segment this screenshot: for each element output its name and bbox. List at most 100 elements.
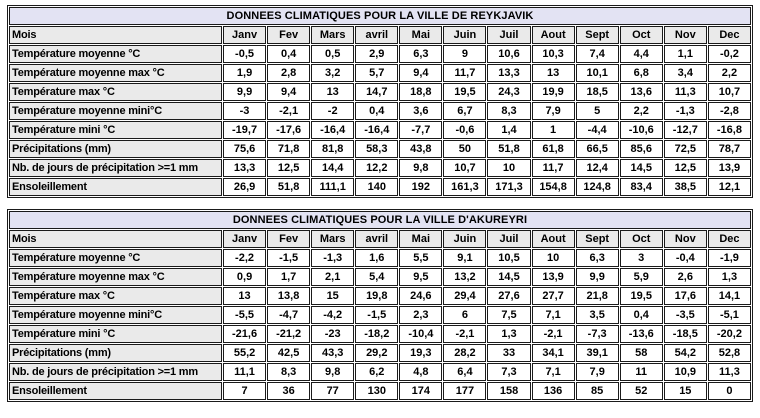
value-cell: 140 xyxy=(355,178,399,196)
row-label-cell: Température moyenne max °C xyxy=(9,268,222,286)
value-cell: 39,1 xyxy=(575,344,619,362)
value-cell: -12,7 xyxy=(663,121,707,139)
months-column-header: Mois xyxy=(9,230,222,248)
row-label-cell: Température moyenne °C xyxy=(9,249,222,267)
table-row: Température moyenne mini°C -3 -2,1 -2 0,4 3,6… xyxy=(9,102,751,120)
value-cell: 1,7 xyxy=(267,268,311,286)
month-header-nov: Nov xyxy=(663,26,707,44)
value-cell: 11,1 xyxy=(223,363,267,381)
value-cell: -2,1 xyxy=(443,325,487,343)
value-cell: -16,4 xyxy=(311,121,355,139)
table-row: Ensoleillement 7 36 77 130 174 177 158 136 85 52 15… xyxy=(9,382,751,400)
value-cell: 29,2 xyxy=(355,344,399,362)
value-cell: 12,1 xyxy=(707,178,751,196)
value-cell: 2,1 xyxy=(311,268,355,286)
table-title-akureyri: DONNEES CLIMATIQUES POUR LA VILLE D'AKUR… xyxy=(9,211,751,229)
month-header-fev: Fev xyxy=(267,26,311,44)
value-cell: 13,9 xyxy=(531,268,575,286)
value-cell: 12,4 xyxy=(575,159,619,177)
value-cell: 13,8 xyxy=(267,287,311,305)
value-cell: 0,4 xyxy=(619,306,663,324)
month-header-juil: Juil xyxy=(487,26,531,44)
value-cell: -3,5 xyxy=(663,306,707,324)
value-cell: -18,2 xyxy=(355,325,399,343)
value-cell: 52,8 xyxy=(707,344,751,362)
table-row: Nb. de jours de précipitation >=1 mm 13,3… xyxy=(9,159,751,177)
value-cell: 136 xyxy=(531,382,575,400)
value-cell: -21,2 xyxy=(267,325,311,343)
value-cell: 13,3 xyxy=(487,64,531,82)
value-cell: 72,5 xyxy=(663,140,707,158)
value-cell: 28,2 xyxy=(443,344,487,362)
value-cell: -2,1 xyxy=(267,102,311,120)
value-cell: 7,3 xyxy=(487,363,531,381)
value-cell: 21,8 xyxy=(575,287,619,305)
value-cell: 5 xyxy=(575,102,619,120)
value-cell: 34,1 xyxy=(531,344,575,362)
value-cell: 3,2 xyxy=(311,64,355,82)
value-cell: 7,4 xyxy=(575,45,619,63)
value-cell: 1,3 xyxy=(487,325,531,343)
value-cell: 14,5 xyxy=(487,268,531,286)
value-cell: 9 xyxy=(443,45,487,63)
value-cell: -7,7 xyxy=(399,121,443,139)
value-cell: -4,2 xyxy=(311,306,355,324)
month-header-aout: Aout xyxy=(531,26,575,44)
value-cell: -5,1 xyxy=(707,306,751,324)
month-header-mars: Mars xyxy=(311,26,355,44)
value-cell: 17,6 xyxy=(663,287,707,305)
value-cell: -7,3 xyxy=(575,325,619,343)
value-cell: -10,6 xyxy=(619,121,663,139)
table-row: Nb. de jours de précipitation >=1 mm 11,1… xyxy=(9,363,751,381)
row-label-cell: Précipitations (mm) xyxy=(9,140,222,158)
month-header-avril: avril xyxy=(355,26,399,44)
value-cell: -19,7 xyxy=(223,121,267,139)
value-cell: 6,8 xyxy=(619,64,663,82)
value-cell: -0,5 xyxy=(223,45,267,63)
table-title-reykjavik: DONNEES CLIMATIQUES POUR LA VILLE DE REY… xyxy=(9,7,751,25)
value-cell: 10,9 xyxy=(663,363,707,381)
value-cell: 15 xyxy=(663,382,707,400)
value-cell: 43,8 xyxy=(399,140,443,158)
value-cell: 124,8 xyxy=(575,178,619,196)
value-cell: 13 xyxy=(311,83,355,101)
value-cell: 12,2 xyxy=(355,159,399,177)
row-label-cell: Température mini °C xyxy=(9,121,222,139)
value-cell: 13,9 xyxy=(707,159,751,177)
value-cell: -1,3 xyxy=(663,102,707,120)
header-row: Mois Janv Fev Mars avril Mai Juin Juil Aout Sept O… xyxy=(9,230,751,248)
value-cell: -5,5 xyxy=(223,306,267,324)
row-label-cell: Température moyenne °C xyxy=(9,45,222,63)
month-header-oct: Oct xyxy=(619,26,663,44)
value-cell: -4,7 xyxy=(267,306,311,324)
value-cell: 58,3 xyxy=(355,140,399,158)
row-label-cell: Température moyenne mini°C xyxy=(9,102,222,120)
row-label-cell: Précipitations (mm) xyxy=(9,344,222,362)
row-label-cell: Température moyenne max °C xyxy=(9,64,222,82)
value-cell: 8,3 xyxy=(267,363,311,381)
value-cell: 154,8 xyxy=(531,178,575,196)
value-cell: -1,3 xyxy=(311,249,355,267)
value-cell: 77 xyxy=(311,382,355,400)
value-cell: 14,7 xyxy=(355,83,399,101)
value-cell: 55,2 xyxy=(223,344,267,362)
month-header-juil: Juil xyxy=(487,230,531,248)
value-cell: 10,6 xyxy=(487,45,531,63)
value-cell: 11,7 xyxy=(443,64,487,82)
value-cell: 19,8 xyxy=(355,287,399,305)
value-cell: 12,5 xyxy=(267,159,311,177)
months-column-header: Mois xyxy=(9,26,222,44)
value-cell: 9,9 xyxy=(575,268,619,286)
value-cell: 38,5 xyxy=(663,178,707,196)
value-cell: 10 xyxy=(531,249,575,267)
value-cell: 83,4 xyxy=(619,178,663,196)
table-row: Température moyenne °C -2,2 -1,5 -1,3 1,6 5,5… xyxy=(9,249,751,267)
value-cell: 14,1 xyxy=(707,287,751,305)
row-label-cell: Nb. de jours de précipitation >=1 mm xyxy=(9,363,222,381)
value-cell: 7,9 xyxy=(531,102,575,120)
value-cell: 18,8 xyxy=(399,83,443,101)
value-cell: 5,7 xyxy=(355,64,399,82)
value-cell: 85 xyxy=(575,382,619,400)
value-cell: 111,1 xyxy=(311,178,355,196)
